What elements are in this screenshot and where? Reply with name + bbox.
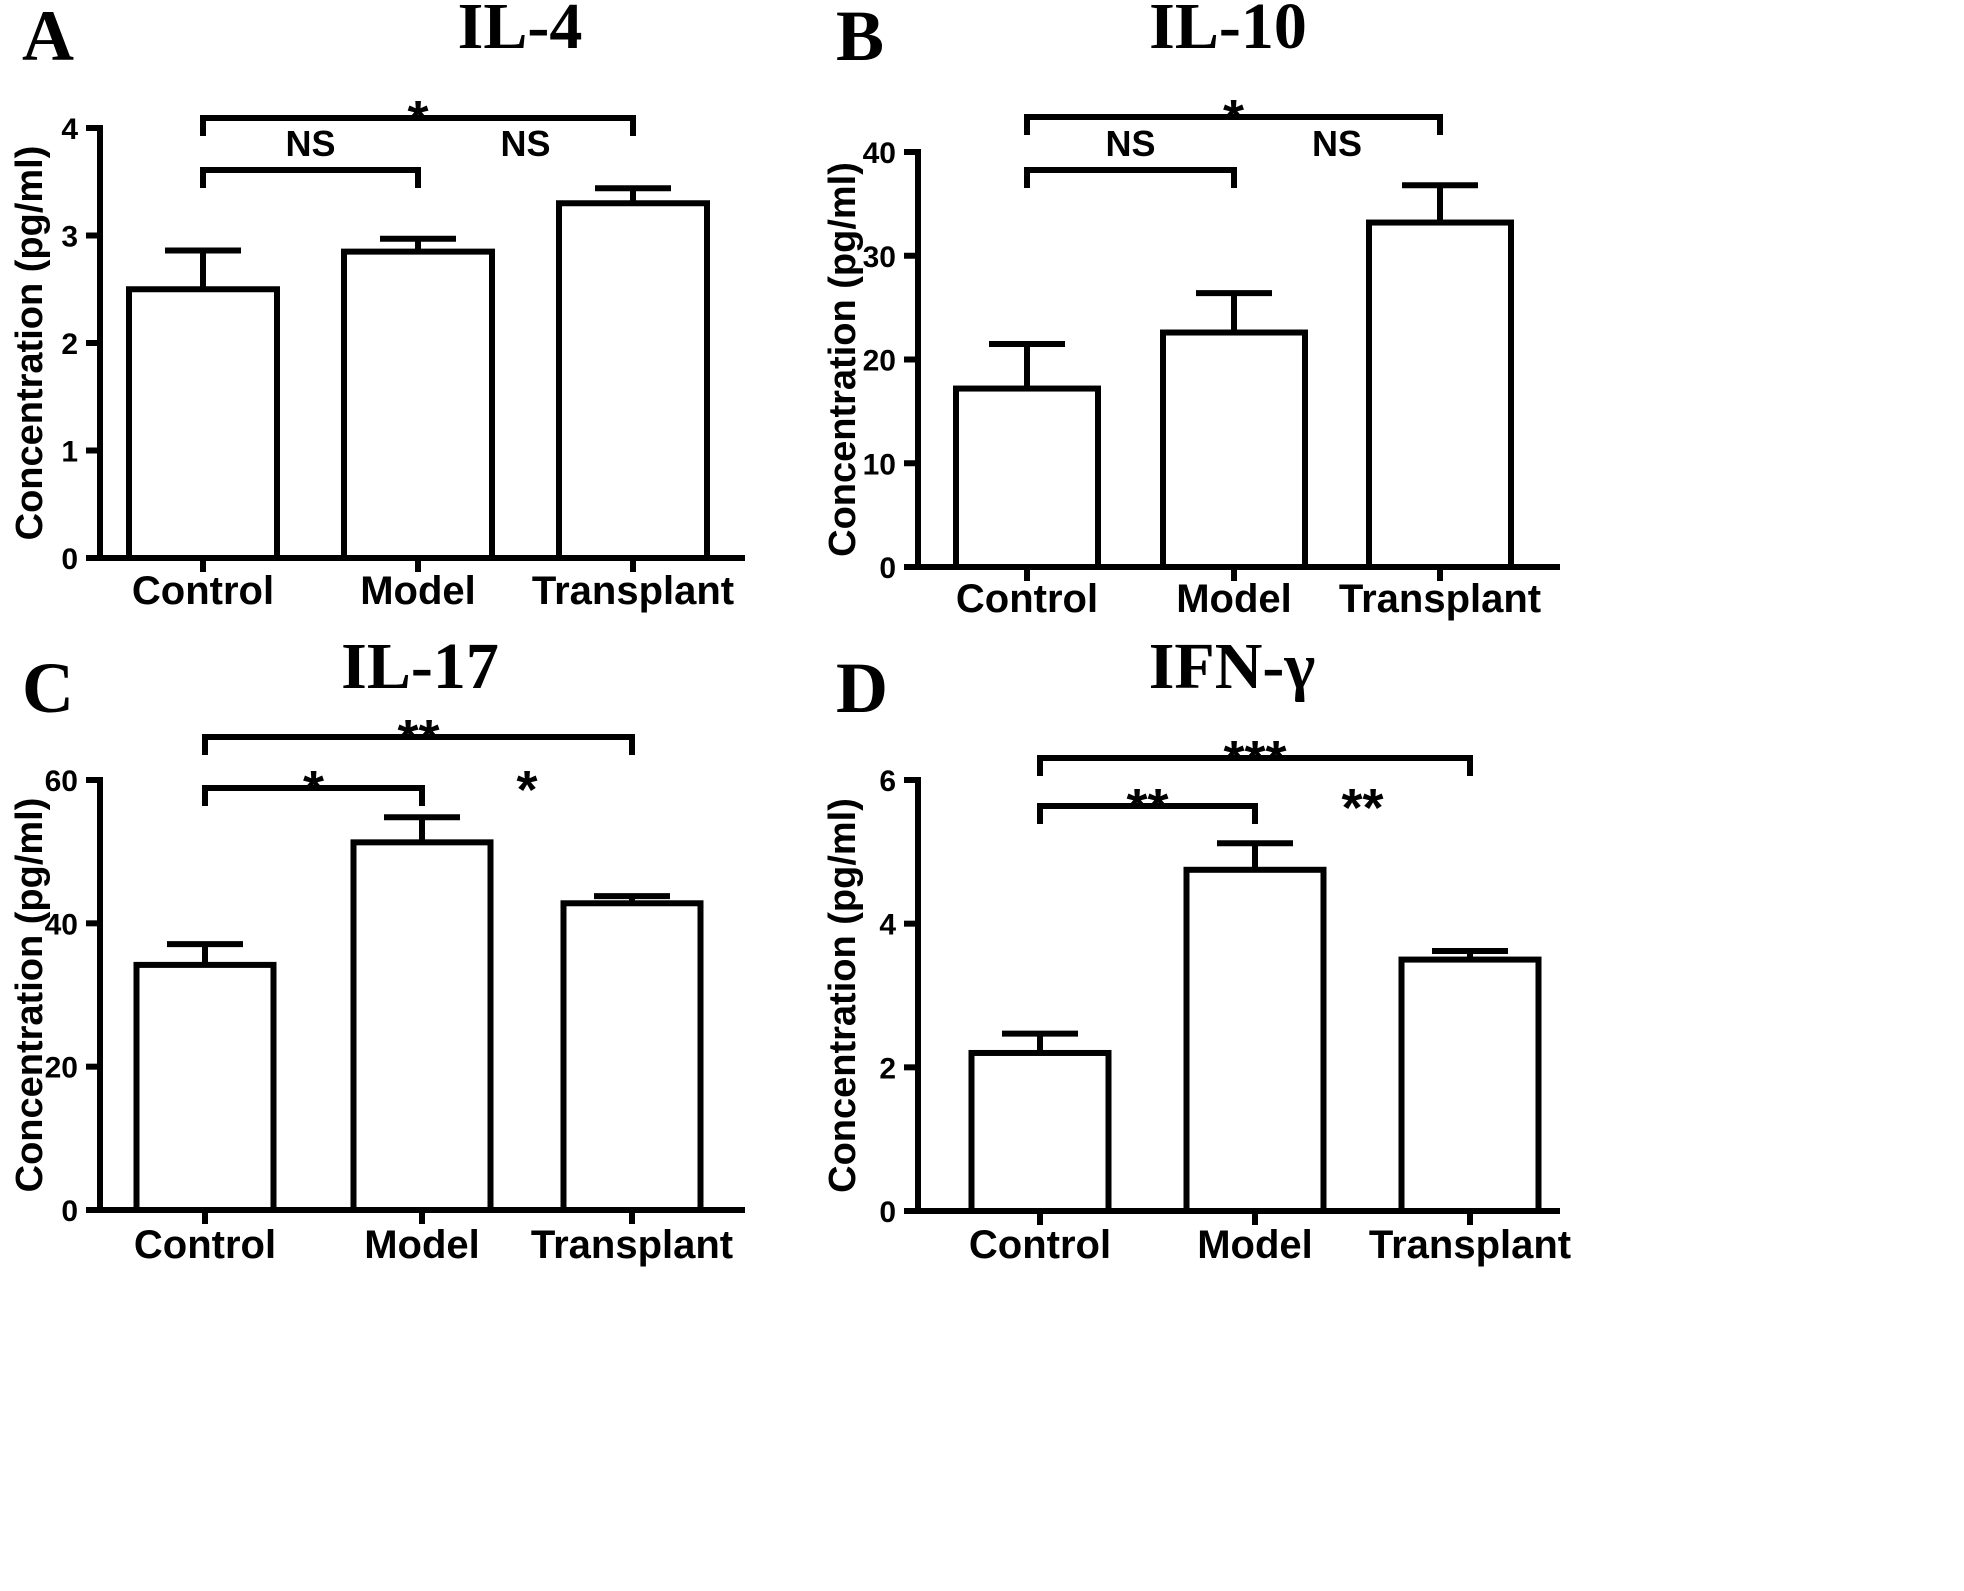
bar-model bbox=[350, 839, 494, 1213]
panel-letter: C bbox=[22, 648, 74, 728]
significance-label: * bbox=[303, 760, 324, 820]
bar-model bbox=[341, 248, 495, 561]
significance-label: NS bbox=[1312, 123, 1362, 164]
y-tick-label: 20 bbox=[45, 1052, 78, 1085]
x-tick-label: Transplant bbox=[1339, 577, 1541, 621]
x-tick-label: Transplant bbox=[531, 1223, 733, 1267]
bar-transplant bbox=[556, 200, 710, 561]
x-tick-label: Model bbox=[360, 569, 476, 613]
y-axis-label: Concentration (pg/ml) bbox=[822, 798, 864, 1193]
panel-b: B IL-10 Concentration (pg/ml) 0 10 20 30 40 Cont… bbox=[822, 0, 1560, 621]
panel-c: C IL-17 Concentration (pg/ml) 0 20 40 60 Contro… bbox=[9, 630, 745, 1267]
significance-label: * bbox=[1223, 89, 1244, 149]
panel-letter: B bbox=[836, 0, 884, 76]
significance-label: ** bbox=[1341, 778, 1383, 838]
y-axis-label: Concentration (pg/ml) bbox=[822, 162, 864, 557]
x-tick-label: Control bbox=[956, 577, 1098, 621]
significance-label: NS bbox=[1105, 123, 1155, 164]
bar-model bbox=[1183, 866, 1327, 1215]
panel-letter: A bbox=[22, 0, 74, 76]
bar-control bbox=[133, 961, 277, 1214]
x-tick-label: Control bbox=[134, 1223, 276, 1267]
bar-control bbox=[953, 385, 1101, 570]
significance-label: *** bbox=[1223, 730, 1286, 790]
x-tick-label: Transplant bbox=[1369, 1223, 1571, 1267]
y-tick-label: 0 bbox=[61, 1195, 78, 1228]
bar-transplant bbox=[1398, 956, 1542, 1214]
x-tick-label: Control bbox=[132, 569, 274, 613]
y-axis-label: Concentration (pg/ml) bbox=[9, 146, 51, 541]
y-tick-label: 4 bbox=[61, 113, 78, 146]
y-tick-label: 3 bbox=[61, 221, 78, 254]
x-tick-label: Model bbox=[1197, 1223, 1313, 1267]
panel-letter: D bbox=[836, 648, 888, 728]
chart-title: IL-17 bbox=[341, 630, 499, 703]
x-tick-label: Transplant bbox=[532, 569, 734, 613]
y-tick-label: 40 bbox=[863, 137, 896, 170]
bar-transplant bbox=[560, 900, 704, 1213]
y-tick-label: 40 bbox=[45, 908, 78, 941]
y-tick-label: 0 bbox=[61, 543, 78, 576]
bar-transplant bbox=[1366, 219, 1514, 571]
y-tick-label: 0 bbox=[879, 552, 896, 585]
y-tick-label: 2 bbox=[61, 328, 78, 361]
bar-control bbox=[126, 286, 280, 561]
chart-title: IL-10 bbox=[1149, 0, 1307, 63]
y-tick-label: 6 bbox=[879, 765, 896, 798]
y-axis-label: Concentration (pg/ml) bbox=[9, 798, 51, 1193]
y-tick-label: 4 bbox=[879, 909, 896, 942]
y-tick-label: 0 bbox=[879, 1196, 896, 1229]
y-tick-label: 20 bbox=[863, 345, 896, 378]
x-tick-label: Model bbox=[364, 1223, 480, 1267]
significance-label: NS bbox=[285, 123, 335, 164]
significance-label: ** bbox=[1126, 778, 1168, 838]
significance-label: ** bbox=[397, 709, 439, 769]
bar-model bbox=[1160, 329, 1308, 570]
y-tick-label: 1 bbox=[61, 436, 78, 469]
x-tick-label: Control bbox=[969, 1223, 1111, 1267]
bar-control bbox=[968, 1049, 1112, 1215]
y-tick-label: 2 bbox=[879, 1052, 896, 1085]
panel-d: D IFN-γ Concentration (pg/ml) 0 2 4 6 Control Mo… bbox=[822, 630, 1571, 1267]
significance-label: * bbox=[516, 760, 537, 820]
y-tick-label: 60 bbox=[45, 765, 78, 798]
chart-title: IFN-γ bbox=[1149, 630, 1316, 703]
x-tick-label: Model bbox=[1176, 577, 1292, 621]
chart-title: IL-4 bbox=[458, 0, 583, 63]
panel-a: A IL-4 Concentration (pg/ml) 0 1 2 3 4 Control Mo… bbox=[9, 0, 745, 613]
significance-label: NS bbox=[500, 123, 550, 164]
y-tick-label: 30 bbox=[863, 241, 896, 274]
significance-label: * bbox=[407, 90, 428, 150]
y-tick-label: 10 bbox=[863, 448, 896, 481]
